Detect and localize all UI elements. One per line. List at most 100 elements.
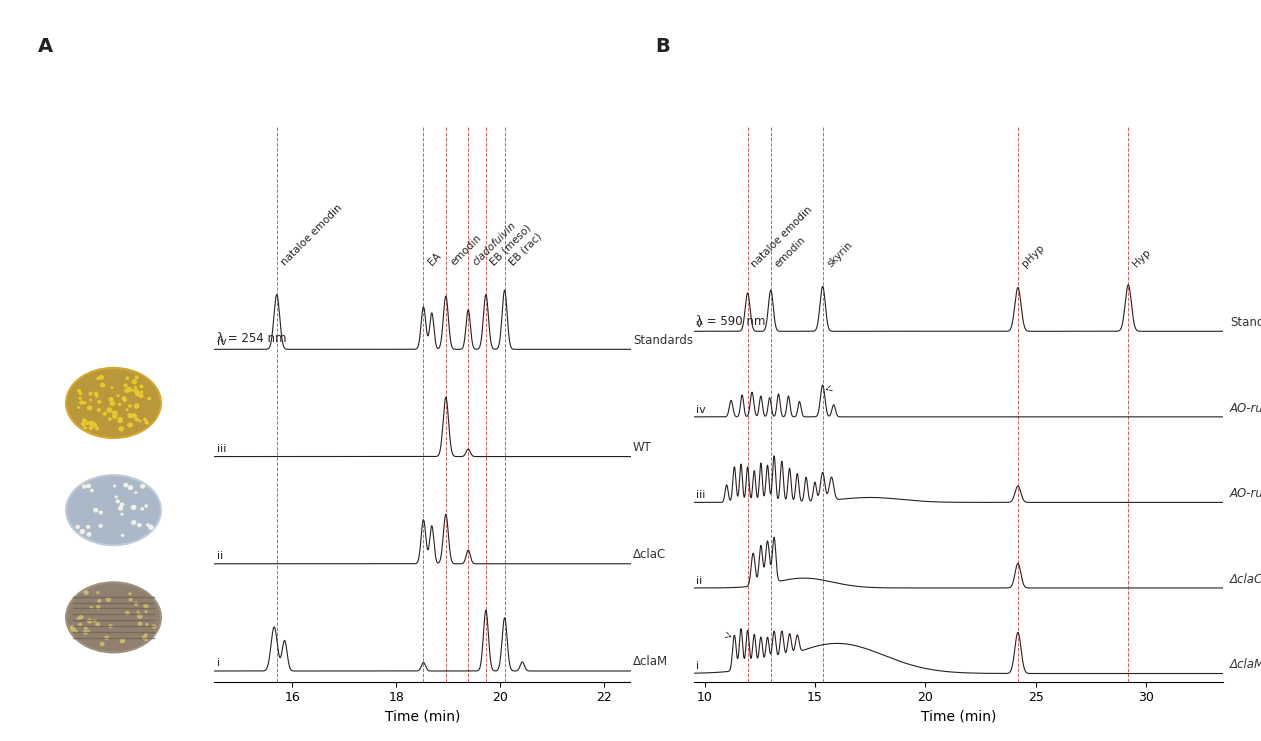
Text: ΔclaM-rugG: ΔclaM-rugG bbox=[1229, 659, 1261, 671]
Ellipse shape bbox=[108, 625, 112, 628]
Ellipse shape bbox=[137, 614, 142, 618]
Ellipse shape bbox=[135, 418, 139, 421]
Ellipse shape bbox=[146, 624, 148, 625]
Ellipse shape bbox=[112, 411, 113, 413]
Text: AO-rugG + ΔclaM: AO-rugG + ΔclaM bbox=[1229, 488, 1261, 500]
Ellipse shape bbox=[125, 389, 129, 392]
Ellipse shape bbox=[113, 411, 117, 415]
Ellipse shape bbox=[84, 402, 86, 404]
Ellipse shape bbox=[108, 418, 111, 420]
Ellipse shape bbox=[139, 394, 142, 397]
Ellipse shape bbox=[144, 637, 148, 640]
Ellipse shape bbox=[76, 631, 77, 633]
Ellipse shape bbox=[101, 642, 103, 645]
Ellipse shape bbox=[97, 591, 98, 594]
Text: v: v bbox=[696, 319, 702, 329]
Ellipse shape bbox=[90, 393, 92, 395]
Ellipse shape bbox=[90, 607, 92, 608]
Ellipse shape bbox=[83, 631, 87, 634]
Text: skyrin: skyrin bbox=[825, 240, 854, 269]
Text: WT: WT bbox=[633, 441, 652, 454]
Ellipse shape bbox=[145, 634, 148, 636]
Ellipse shape bbox=[78, 407, 79, 408]
X-axis label: Time (min): Time (min) bbox=[921, 710, 996, 724]
Ellipse shape bbox=[90, 422, 93, 425]
Ellipse shape bbox=[129, 405, 131, 407]
Ellipse shape bbox=[149, 525, 153, 529]
Ellipse shape bbox=[96, 428, 98, 430]
Ellipse shape bbox=[119, 419, 122, 422]
Ellipse shape bbox=[119, 403, 121, 405]
Ellipse shape bbox=[106, 598, 111, 602]
Text: i: i bbox=[696, 662, 699, 671]
Ellipse shape bbox=[135, 404, 139, 407]
Ellipse shape bbox=[141, 485, 145, 488]
Ellipse shape bbox=[79, 393, 82, 395]
Ellipse shape bbox=[93, 619, 96, 622]
Ellipse shape bbox=[110, 402, 115, 405]
Ellipse shape bbox=[132, 414, 136, 418]
Text: ΔclaC-rugG: ΔclaC-rugG bbox=[1229, 573, 1261, 586]
Ellipse shape bbox=[145, 611, 146, 612]
Ellipse shape bbox=[127, 423, 132, 427]
Text: Hyp: Hyp bbox=[1130, 247, 1153, 269]
Ellipse shape bbox=[83, 485, 86, 488]
Ellipse shape bbox=[84, 426, 87, 429]
Ellipse shape bbox=[117, 395, 119, 396]
Ellipse shape bbox=[137, 524, 141, 527]
Ellipse shape bbox=[90, 426, 92, 428]
Ellipse shape bbox=[105, 637, 108, 639]
Ellipse shape bbox=[124, 384, 127, 387]
Ellipse shape bbox=[115, 496, 117, 498]
Ellipse shape bbox=[120, 639, 125, 642]
Ellipse shape bbox=[113, 485, 116, 487]
Ellipse shape bbox=[126, 612, 129, 614]
Ellipse shape bbox=[119, 417, 122, 421]
Ellipse shape bbox=[135, 492, 136, 494]
Ellipse shape bbox=[84, 591, 88, 594]
Ellipse shape bbox=[141, 508, 144, 510]
Ellipse shape bbox=[67, 476, 160, 545]
X-axis label: Time (min): Time (min) bbox=[385, 710, 460, 724]
Ellipse shape bbox=[126, 388, 131, 391]
Text: iv: iv bbox=[696, 405, 705, 415]
Ellipse shape bbox=[90, 399, 91, 401]
Text: ΔclaC: ΔclaC bbox=[633, 548, 666, 561]
Ellipse shape bbox=[101, 383, 105, 387]
Text: λ = 590 nm: λ = 590 nm bbox=[696, 315, 765, 328]
Ellipse shape bbox=[131, 389, 132, 391]
Ellipse shape bbox=[87, 525, 90, 528]
Ellipse shape bbox=[145, 505, 148, 507]
Ellipse shape bbox=[135, 405, 139, 408]
Ellipse shape bbox=[86, 422, 88, 425]
Ellipse shape bbox=[135, 602, 137, 605]
Ellipse shape bbox=[67, 583, 160, 652]
Ellipse shape bbox=[126, 377, 129, 379]
Ellipse shape bbox=[79, 401, 83, 404]
Ellipse shape bbox=[67, 368, 160, 437]
Ellipse shape bbox=[110, 398, 113, 401]
Ellipse shape bbox=[139, 622, 141, 625]
Ellipse shape bbox=[140, 385, 142, 388]
Ellipse shape bbox=[124, 483, 127, 487]
Text: ii: ii bbox=[696, 576, 702, 586]
Ellipse shape bbox=[71, 626, 74, 629]
Ellipse shape bbox=[129, 413, 132, 418]
Ellipse shape bbox=[98, 599, 101, 602]
Ellipse shape bbox=[140, 391, 142, 393]
Ellipse shape bbox=[78, 623, 82, 625]
Ellipse shape bbox=[131, 505, 136, 509]
Ellipse shape bbox=[87, 485, 91, 488]
Ellipse shape bbox=[120, 503, 124, 506]
Text: i: i bbox=[217, 658, 221, 668]
Text: iii: iii bbox=[217, 444, 226, 454]
Ellipse shape bbox=[71, 628, 76, 631]
Ellipse shape bbox=[81, 530, 84, 534]
Ellipse shape bbox=[124, 399, 126, 402]
Ellipse shape bbox=[92, 423, 96, 427]
Ellipse shape bbox=[90, 427, 92, 430]
Ellipse shape bbox=[103, 413, 106, 415]
Ellipse shape bbox=[97, 377, 100, 379]
Text: iv: iv bbox=[217, 336, 227, 347]
Ellipse shape bbox=[79, 616, 83, 619]
